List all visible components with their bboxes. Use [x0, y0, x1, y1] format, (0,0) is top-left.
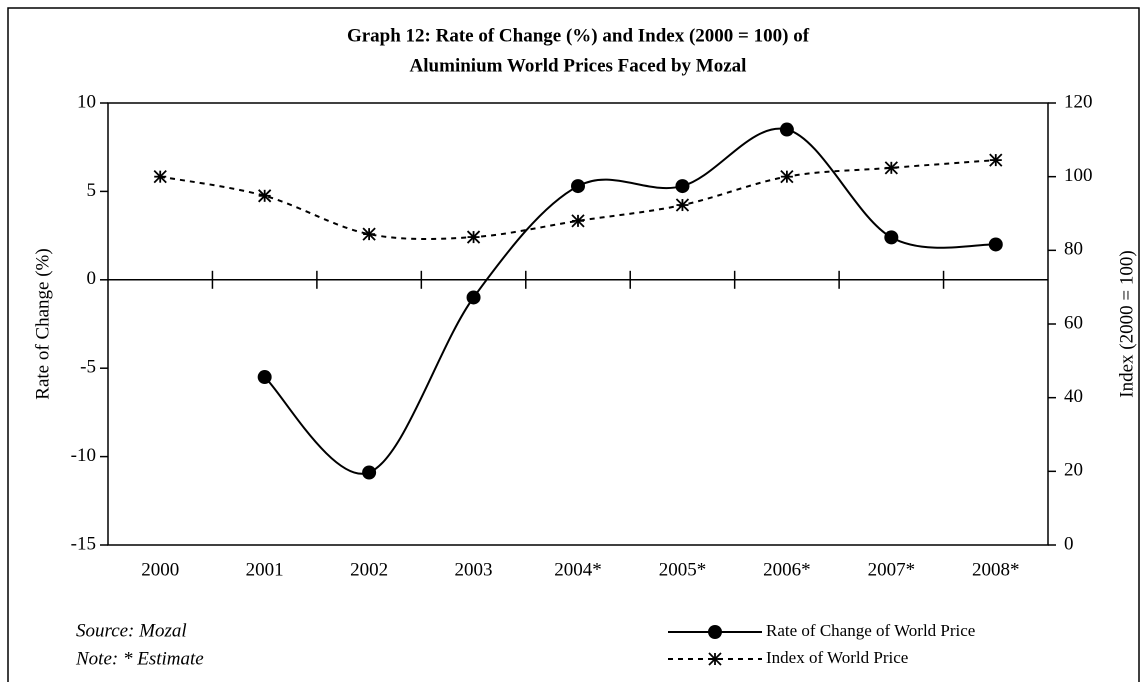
series-line	[160, 159, 996, 241]
x-tick-label: 2007*	[868, 559, 916, 580]
source: Source: Mozal	[76, 620, 187, 641]
y2-tick-label: 120	[1064, 91, 1093, 112]
marker	[779, 122, 794, 137]
x-tick-label: 2001	[246, 559, 284, 580]
y2-tick-label: 40	[1064, 386, 1083, 407]
y2-tick-label: 0	[1064, 533, 1074, 554]
plot-area	[107, 102, 1049, 546]
y2-tick-label: 60	[1064, 312, 1083, 333]
x-tick-label: 2000	[141, 559, 179, 580]
marker	[571, 214, 585, 228]
y-tick-label: 10	[77, 91, 96, 112]
marker	[884, 230, 899, 245]
note: Note: * Estimate	[75, 648, 204, 669]
x-tick-label: 2006*	[763, 559, 811, 580]
marker	[362, 227, 376, 241]
marker	[708, 652, 722, 666]
marker	[988, 237, 1003, 252]
marker	[989, 153, 1003, 167]
y-tick-label: -10	[71, 445, 96, 466]
x-tick-label: 2003	[455, 559, 493, 580]
marker	[675, 198, 690, 212]
y2-axis-label: Index (2000 = 100)	[1116, 250, 1137, 397]
x-tick-label: 2004*	[554, 559, 602, 580]
marker	[780, 170, 794, 184]
marker	[884, 161, 898, 175]
x-tick-label: 2008*	[972, 559, 1020, 580]
y-tick-label: -15	[71, 533, 96, 554]
x-tick-label: 2002	[350, 559, 388, 580]
marker	[153, 170, 167, 184]
marker	[362, 465, 377, 480]
marker	[257, 370, 272, 385]
x-tick-label: 2005*	[659, 559, 707, 580]
chart-title: Aluminium World Prices Faced by Mozal	[410, 55, 747, 76]
marker	[708, 625, 722, 639]
y-tick-label: 5	[87, 180, 97, 201]
marker	[466, 230, 481, 244]
y-axis-label: Rate of Change (%)	[32, 248, 53, 399]
marker	[675, 179, 690, 194]
marker	[571, 179, 585, 194]
series-line	[263, 127, 996, 475]
y-tick-label: -5	[80, 357, 96, 378]
frame	[7, 7, 1140, 682]
marker	[466, 290, 481, 305]
legend-label: Index of World Price	[766, 648, 908, 667]
y2-tick-label: 100	[1064, 165, 1093, 186]
y2-tick-label: 80	[1064, 239, 1083, 260]
y-tick-label: 0	[87, 268, 97, 289]
chart-title: Graph 12: Rate of Change (%) and Index (…	[347, 25, 810, 46]
y2-tick-label: 20	[1064, 460, 1083, 481]
legend-label: Rate of Change of World Price	[766, 621, 975, 640]
marker	[258, 189, 272, 203]
